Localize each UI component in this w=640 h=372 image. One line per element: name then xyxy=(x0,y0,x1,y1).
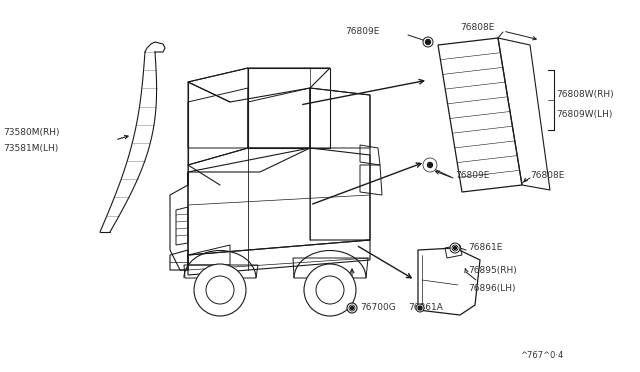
Circle shape xyxy=(416,304,424,312)
Circle shape xyxy=(304,264,356,316)
Text: 76809W(LH): 76809W(LH) xyxy=(556,110,612,119)
Text: 76861E: 76861E xyxy=(468,244,502,253)
Circle shape xyxy=(423,37,433,47)
Circle shape xyxy=(426,39,431,45)
Circle shape xyxy=(428,163,433,167)
Text: ^767^0·4: ^767^0·4 xyxy=(520,350,563,359)
Text: 76896(LH): 76896(LH) xyxy=(468,283,515,292)
Circle shape xyxy=(418,306,422,310)
Text: 76809E: 76809E xyxy=(455,170,490,180)
Text: 76808E: 76808E xyxy=(530,170,564,180)
Circle shape xyxy=(452,245,458,251)
Circle shape xyxy=(347,303,357,313)
Circle shape xyxy=(206,276,234,304)
Circle shape xyxy=(426,161,434,169)
Text: 73581M(LH): 73581M(LH) xyxy=(3,144,58,153)
Text: 76700G: 76700G xyxy=(360,304,396,312)
Text: 76808E: 76808E xyxy=(460,23,494,32)
Circle shape xyxy=(450,243,460,253)
Circle shape xyxy=(454,247,456,250)
Text: 76861A: 76861A xyxy=(408,304,443,312)
Circle shape xyxy=(349,305,355,311)
Text: 73580M(RH): 73580M(RH) xyxy=(3,128,60,137)
Text: 76808W(RH): 76808W(RH) xyxy=(556,90,614,99)
Circle shape xyxy=(351,307,353,310)
Text: 76895(RH): 76895(RH) xyxy=(468,266,516,275)
Circle shape xyxy=(423,158,437,172)
Circle shape xyxy=(194,264,246,316)
Circle shape xyxy=(316,276,344,304)
Text: 76809E: 76809E xyxy=(345,28,380,36)
